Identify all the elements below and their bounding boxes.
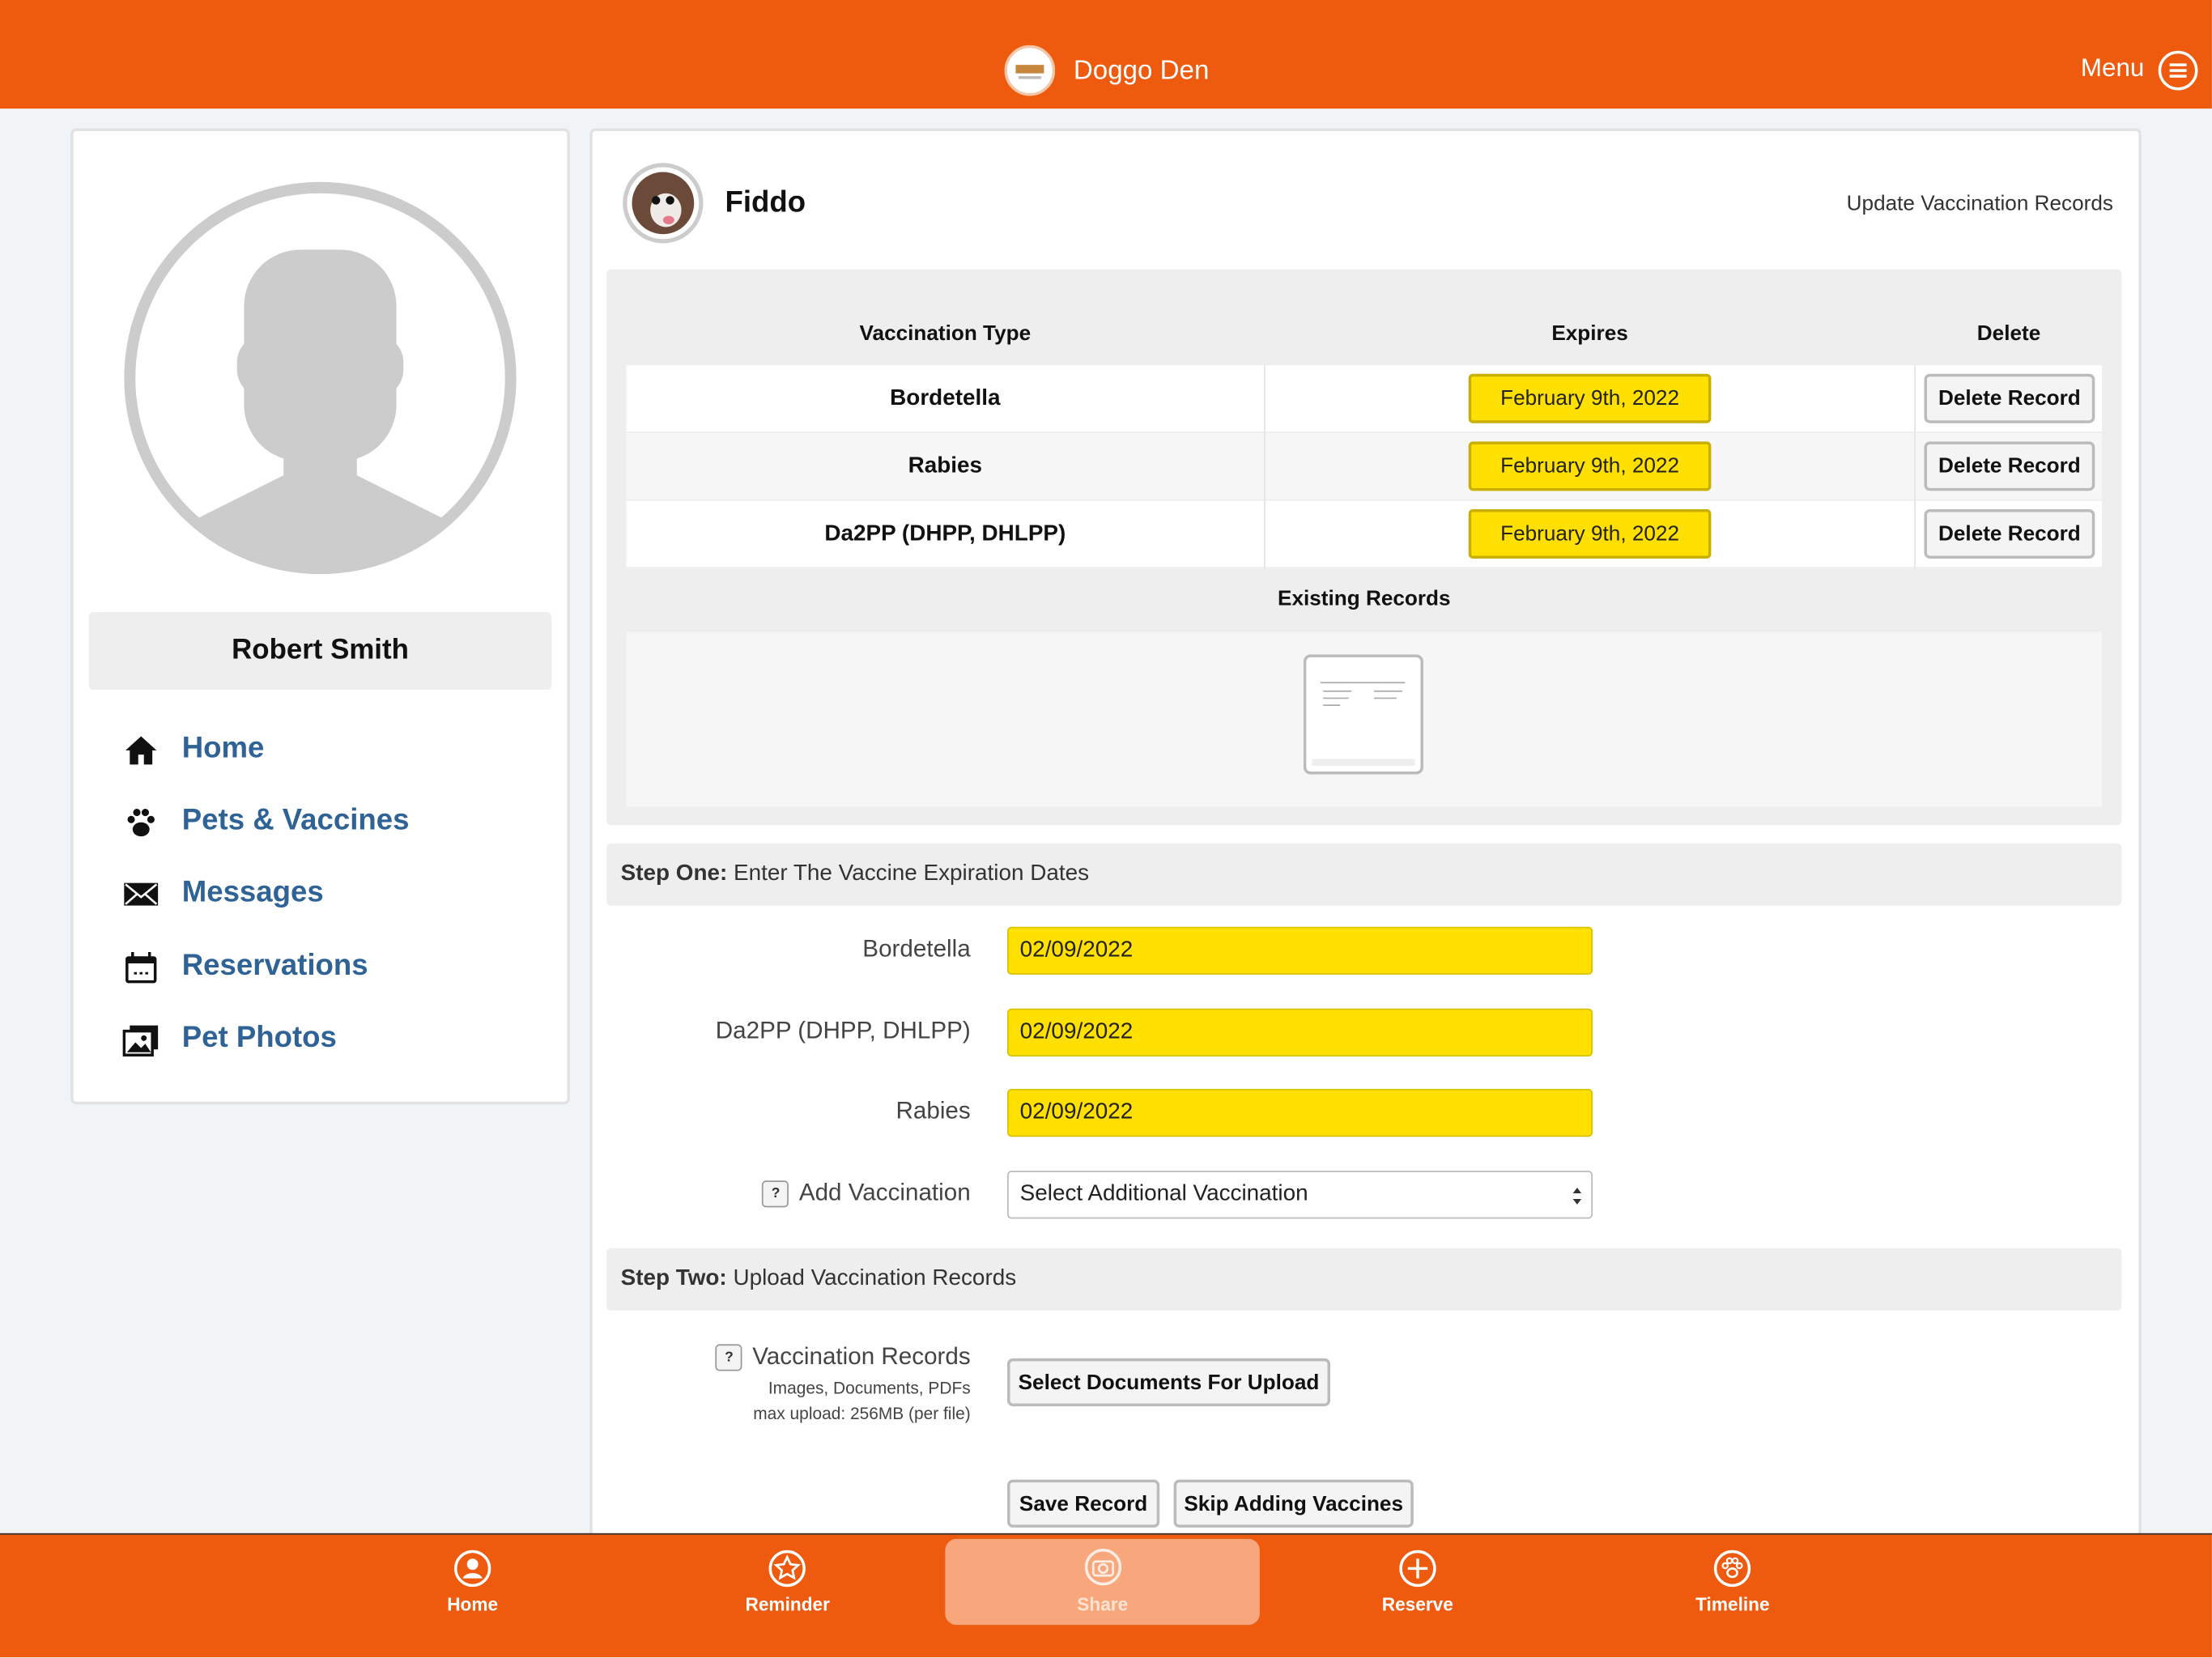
tab-icon[interactable] [1083, 1547, 1122, 1587]
nav-link[interactable]: Pet Photos [181, 1021, 337, 1054]
date-input[interactable]: 02/09/2022 [1007, 926, 1593, 975]
table-row [626, 500, 2103, 569]
step-two-label: Step Two: [620, 1266, 727, 1291]
logo [1004, 45, 1056, 96]
col-divider [1264, 500, 1266, 569]
delete-button[interactable]: Delete Record [1924, 508, 2095, 559]
table-header: Expires [1551, 321, 1628, 346]
help-icon[interactable]: ? [715, 1343, 743, 1371]
nav-icon[interactable] [123, 877, 160, 913]
nav-icon-graphic [124, 883, 159, 907]
col-divider [1264, 365, 1266, 433]
upload-button[interactable]: Select Documents For Upload [1007, 1358, 1330, 1407]
add-vaccination-label: Add Vaccination [798, 1179, 971, 1206]
date-input[interactable]: 02/09/2022 [1007, 1007, 1593, 1056]
expiry-date: February 9th, 2022 [1468, 441, 1712, 491]
expiry-date: February 9th, 2022 [1468, 373, 1712, 423]
tab-icon[interactable] [1712, 1549, 1752, 1588]
nav-icon-graphic [125, 736, 157, 765]
vaccine-name: Da2PP (DHPP, DHLPP) [824, 521, 1066, 546]
record-thumbnail[interactable] [1303, 654, 1425, 776]
delete-button[interactable]: Delete Record [1924, 373, 2095, 423]
expiry-date: February 9th, 2022 [1468, 508, 1712, 559]
upload-label-row: ? Vaccination Records [564, 1343, 971, 1371]
active-tab-highlight [945, 1538, 1260, 1626]
upload-hint-1: Images, Documents, PDFs [768, 1378, 971, 1398]
nav-icon[interactable] [123, 804, 160, 840]
skip-button[interactable]: Skip Adding Vaccines [1173, 1479, 1414, 1528]
help-icon[interactable]: ? [762, 1180, 789, 1207]
field-label: Rabies [895, 1097, 971, 1124]
tab-icon[interactable] [768, 1549, 807, 1588]
tab-icon[interactable] [453, 1549, 492, 1588]
step-one-text: Enter The Vaccine Expiration Dates [734, 861, 1090, 886]
add-vaccination-label-row: ? Add Vaccination [564, 1180, 971, 1208]
page-action: Update Vaccination Records [1846, 191, 2113, 216]
tab-label[interactable]: Timeline [1695, 1593, 1770, 1615]
step-one-bar: Step One: Enter The Vaccine Expiration D… [606, 843, 2122, 906]
tab-label[interactable]: Home [447, 1593, 499, 1615]
step-two-bar: Step Two: Upload Vaccination Records [606, 1248, 2122, 1311]
field-label: Da2PP (DHPP, DHLPP) [715, 1016, 971, 1044]
nav-icon[interactable] [122, 1021, 160, 1057]
step-one-label: Step One: [620, 861, 728, 886]
select-placeholder: Select Additional Vaccination [1019, 1182, 1308, 1206]
existing-records-title: Existing Records [1278, 586, 1451, 611]
vaccine-name: Bordetella [890, 386, 1001, 411]
tab-label[interactable]: Share [1077, 1593, 1129, 1615]
select-arrows [1572, 1188, 1582, 1205]
profile-avatar [124, 181, 517, 575]
nav-link[interactable]: Home [181, 732, 265, 765]
step-two-text: Upload Vaccination Records [733, 1266, 1017, 1291]
upload-label: Vaccination Records [752, 1342, 971, 1370]
date-input[interactable]: 02/09/2022 [1007, 1089, 1593, 1137]
tab-icon-graphic [454, 1550, 491, 1588]
vaccine-name: Rabies [908, 454, 983, 478]
nav-icon[interactable] [123, 732, 160, 768]
pet-avatar [623, 163, 704, 244]
nav-icon-graphic [125, 951, 157, 983]
app-title: Doggo Den [1073, 56, 1210, 87]
table-header: Vaccination Type [859, 321, 1032, 346]
col-divider [1914, 500, 1916, 569]
menu-label[interactable]: Menu [2080, 53, 2145, 83]
nav-link[interactable]: Pets & Vaccines [181, 804, 410, 837]
tab-label[interactable]: Reminder [745, 1593, 830, 1615]
col-divider [1914, 432, 1916, 501]
save-button[interactable]: Save Record [1007, 1479, 1160, 1528]
table-row [626, 365, 2103, 433]
pet-name: Fiddo [725, 185, 806, 219]
tab-icon-graphic [1714, 1550, 1751, 1588]
delete-button[interactable]: Delete Record [1924, 441, 2095, 491]
tab-icon[interactable] [1397, 1549, 1437, 1588]
profile-name: Robert Smith [88, 612, 552, 690]
nav-link[interactable]: Messages [181, 876, 324, 909]
nav-icon-graphic [127, 809, 155, 837]
menu-icon[interactable] [2157, 49, 2199, 91]
tab-icon-graphic [1084, 1549, 1121, 1586]
header [0, 0, 2212, 109]
tab-icon-graphic [1399, 1550, 1436, 1588]
nav-icon-graphic [122, 1025, 159, 1056]
add-vaccination-select[interactable]: Select Additional Vaccination [1007, 1171, 1593, 1219]
field-label: Bordetella [862, 935, 971, 963]
table-row [626, 432, 2103, 501]
col-divider [1914, 365, 1916, 433]
tab-label[interactable]: Reserve [1381, 1593, 1453, 1615]
nav-icon[interactable] [123, 949, 160, 985]
nav-link[interactable]: Reservations [181, 948, 368, 981]
tab-icon-graphic [769, 1550, 806, 1588]
upload-hint-2: max upload: 256MB (per file) [753, 1403, 971, 1423]
col-divider [1264, 432, 1266, 501]
table-header: Delete [1976, 321, 2041, 346]
